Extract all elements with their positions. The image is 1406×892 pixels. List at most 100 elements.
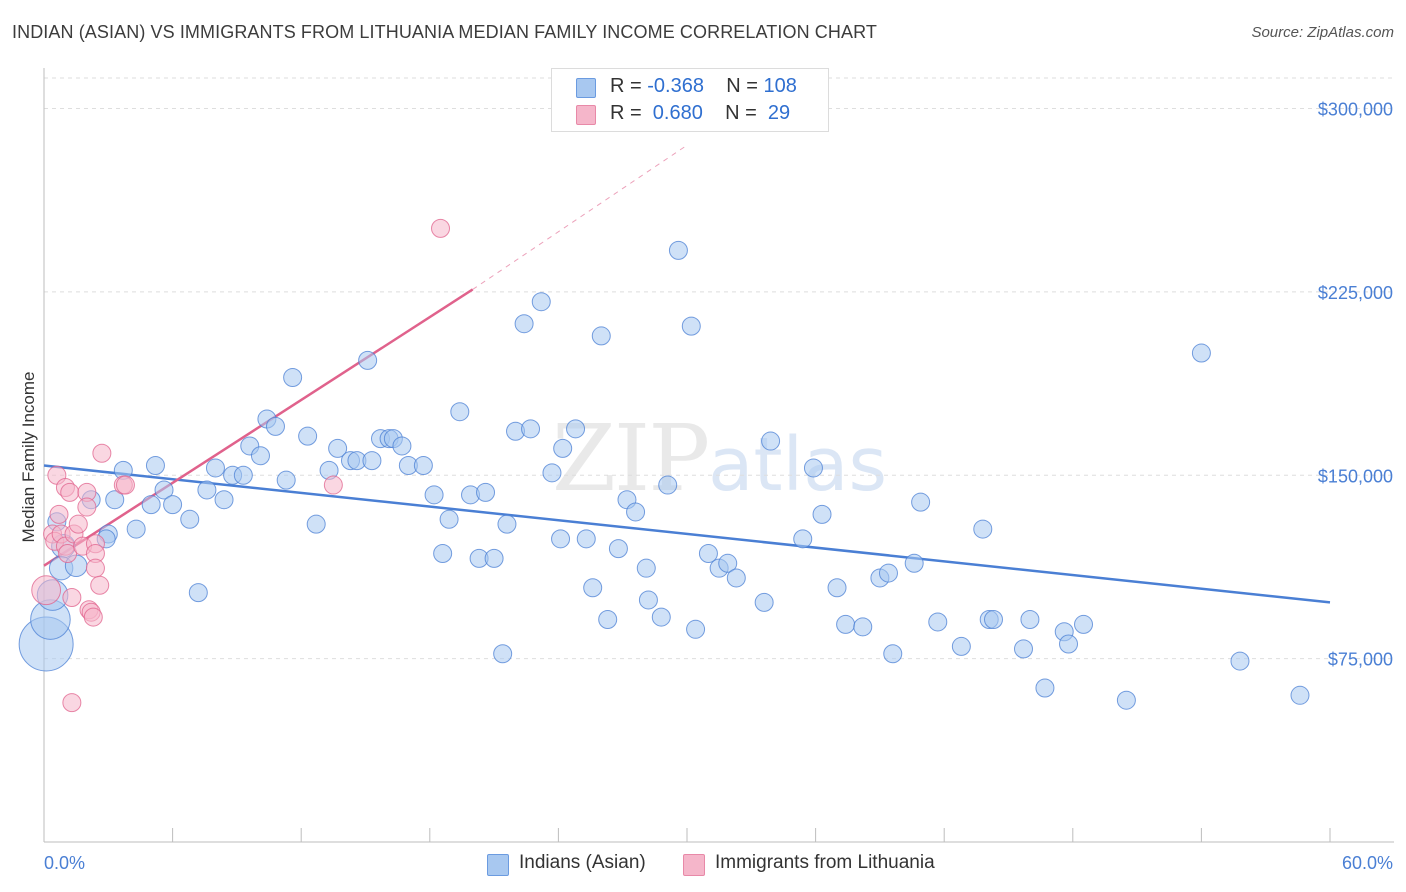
data-point — [1014, 639, 1034, 659]
x-tick-label-start: 0.0% — [44, 853, 85, 873]
data-point — [553, 438, 573, 458]
data-point — [1074, 614, 1094, 634]
y-tick-label: $150,000 — [1318, 466, 1393, 486]
data-point — [306, 514, 326, 534]
trend-extension-1 — [472, 144, 688, 290]
data-point — [761, 431, 781, 451]
y-tick-label: $225,000 — [1318, 283, 1393, 303]
data-point — [250, 446, 270, 466]
data-point — [83, 607, 103, 627]
data-point — [698, 544, 718, 564]
data-point — [126, 519, 146, 539]
data-point — [214, 490, 234, 510]
legend-n-value: 108 — [763, 75, 797, 97]
data-point — [115, 475, 135, 495]
data-point — [31, 575, 62, 606]
data-point — [827, 578, 847, 598]
data-point — [328, 438, 348, 458]
trend-lines — [43, 144, 1331, 604]
data-point — [1230, 651, 1250, 671]
legend-r-label: R = — [610, 102, 648, 124]
data-point — [141, 495, 161, 515]
data-point — [681, 316, 701, 336]
data-point — [883, 644, 903, 664]
data-point — [283, 367, 303, 387]
data-point — [598, 610, 618, 630]
data-point — [433, 544, 453, 564]
data-point — [1116, 690, 1136, 710]
data-point — [1059, 634, 1079, 654]
data-point — [62, 693, 82, 713]
data-point — [514, 314, 534, 334]
data-point — [1290, 685, 1310, 705]
data-point — [1035, 678, 1055, 698]
data-point — [658, 475, 678, 495]
series-points-0 — [18, 240, 1310, 710]
source-label: Source: ZipAtlas.com — [1251, 24, 1394, 41]
data-point — [951, 636, 971, 656]
data-point — [793, 529, 813, 549]
y-tick-label: $300,000 — [1318, 100, 1393, 120]
axes — [43, 68, 1394, 843]
series-swatch-lithuania — [683, 854, 705, 876]
data-point — [392, 436, 412, 456]
data-point — [651, 607, 671, 627]
data-point — [62, 588, 82, 608]
data-point — [754, 592, 774, 612]
data-point — [484, 548, 504, 568]
data-point — [521, 419, 541, 439]
data-point — [205, 458, 225, 478]
data-point — [626, 502, 646, 522]
data-point — [298, 426, 318, 446]
data-point — [983, 610, 1003, 630]
trend-line-1 — [43, 288, 474, 567]
data-point — [358, 350, 378, 370]
legend-row-indians: R = -0.368 N = 108 — [576, 75, 797, 101]
legend-n-label: N = — [725, 102, 763, 124]
data-point — [566, 419, 586, 439]
data-point — [413, 456, 433, 476]
data-point — [180, 509, 200, 529]
legend-swatch-indians — [576, 78, 596, 98]
correlation-legend: R = -0.368 N = 108 R = 0.680 N = 29 — [551, 68, 829, 132]
data-point — [531, 292, 551, 312]
data-point — [973, 519, 993, 539]
data-point — [362, 451, 382, 471]
data-point — [812, 504, 832, 524]
data-point — [188, 583, 208, 603]
data-point — [424, 485, 444, 505]
data-point — [853, 617, 873, 637]
data-point — [49, 504, 69, 524]
y-tick-label: $75,000 — [1328, 650, 1393, 670]
data-point — [92, 443, 112, 463]
data-point — [803, 458, 823, 478]
legend-r-label: R = — [610, 75, 648, 97]
chart-title: INDIAN (ASIAN) VS IMMIGRANTS FROM LITHUA… — [12, 22, 877, 42]
data-point — [576, 529, 596, 549]
data-point — [608, 539, 628, 559]
data-point — [726, 568, 746, 588]
data-point — [233, 465, 253, 485]
data-point — [154, 480, 174, 500]
data-point — [90, 575, 110, 595]
data-point — [583, 578, 603, 598]
data-point — [145, 456, 165, 476]
data-point — [197, 480, 217, 500]
data-point — [476, 482, 496, 502]
legend-r-value: 0.680 — [647, 102, 703, 124]
data-point — [68, 514, 88, 534]
x-tick-label-end: 60.0% — [1342, 853, 1393, 873]
data-point — [493, 644, 513, 664]
data-point — [85, 558, 105, 578]
legend-r-value: -0.368 — [647, 75, 704, 97]
data-point — [928, 612, 948, 632]
data-point — [878, 563, 898, 583]
data-point — [105, 490, 125, 510]
legend-n-label: N = — [726, 75, 764, 97]
series-label-lithuania: Immigrants from Lithuania — [715, 852, 935, 873]
data-point — [450, 402, 470, 422]
legend-swatch-lithuania — [576, 105, 596, 125]
data-point — [686, 619, 706, 639]
data-points — [18, 218, 1310, 713]
axis-labels: $75,000 $150,000 $225,000 $300,000 0.0% 60.0%… — [19, 100, 1393, 873]
